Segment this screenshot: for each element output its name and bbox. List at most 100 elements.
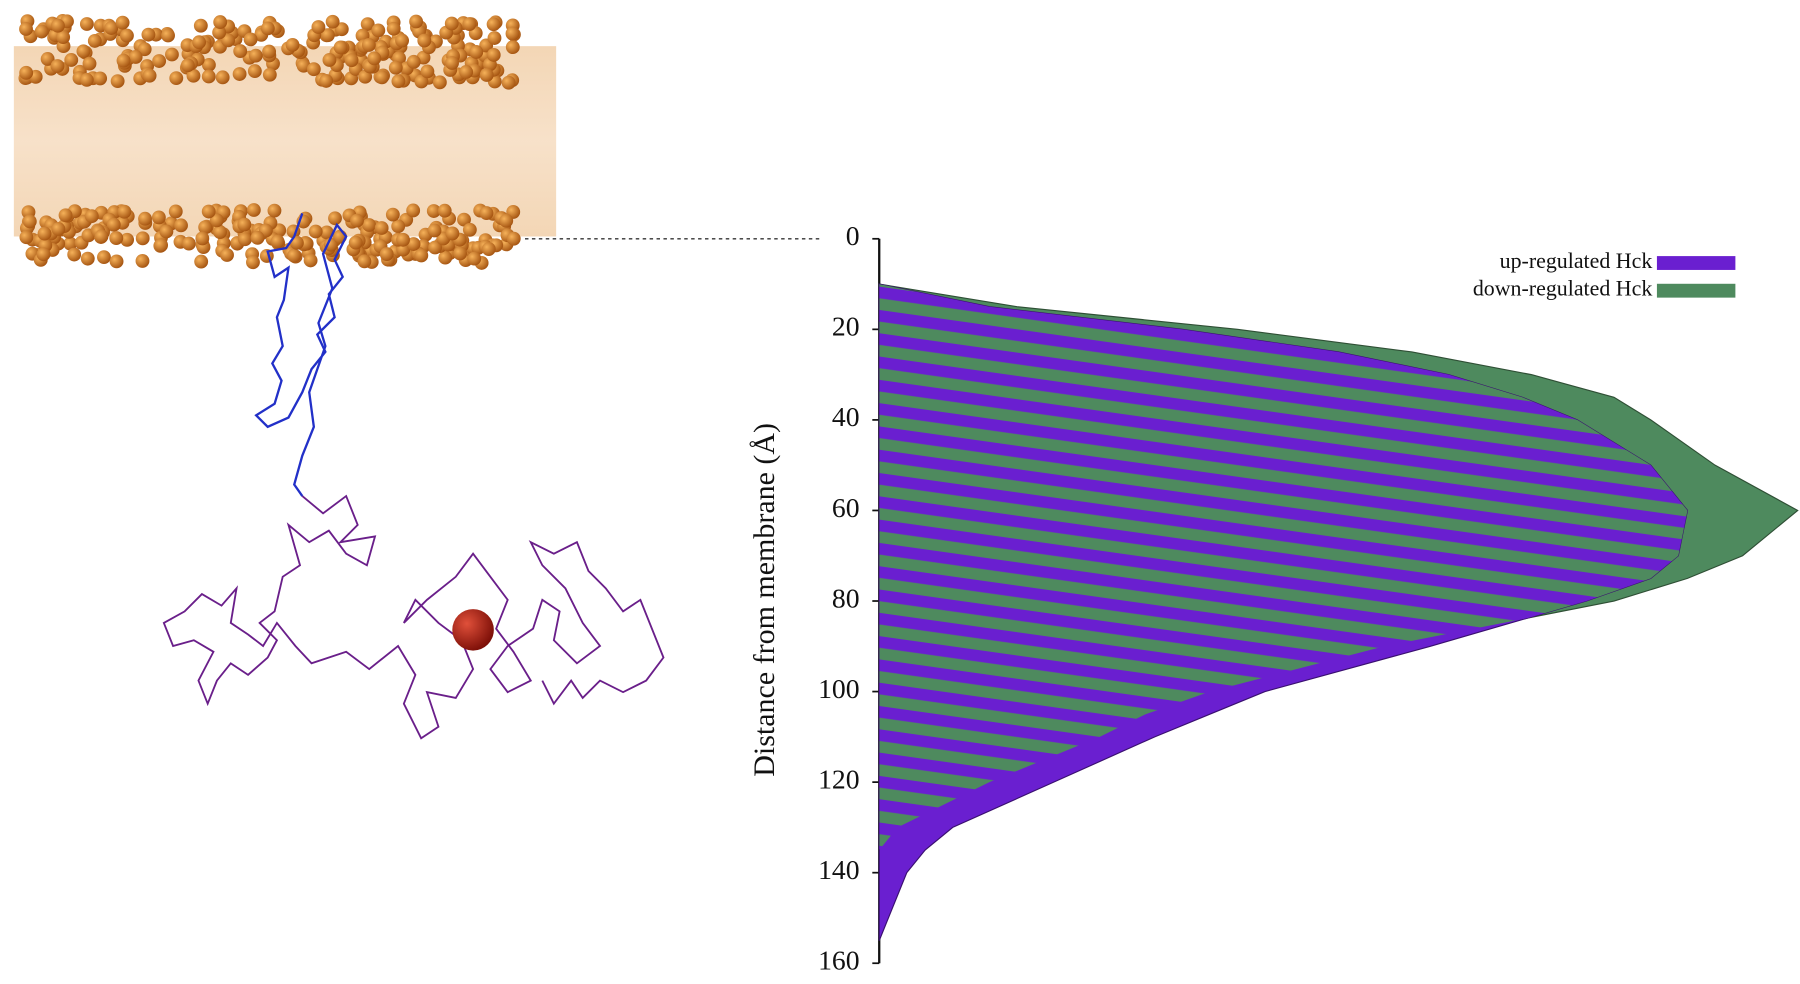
headgroup bbox=[469, 45, 484, 59]
headgroup bbox=[457, 212, 471, 227]
headgroup bbox=[67, 247, 82, 262]
headgroup bbox=[141, 27, 156, 42]
headgroup bbox=[360, 17, 375, 32]
headgroup bbox=[348, 235, 363, 250]
y-tick-label: 60 bbox=[832, 492, 860, 523]
headgroup bbox=[459, 65, 474, 79]
headgroup bbox=[64, 53, 79, 67]
headgroup bbox=[371, 23, 386, 38]
headgroup bbox=[232, 67, 247, 81]
headgroup bbox=[319, 225, 334, 240]
headgroup bbox=[154, 238, 169, 253]
headgroup bbox=[396, 232, 410, 247]
headgroup bbox=[233, 44, 248, 59]
headgroup bbox=[56, 30, 71, 45]
headgroup bbox=[499, 213, 514, 228]
headgroup bbox=[22, 214, 37, 229]
headgroup bbox=[79, 17, 94, 31]
headgroup bbox=[486, 17, 501, 32]
overlap-area bbox=[879, 284, 1688, 941]
legend-swatch bbox=[1656, 283, 1736, 298]
headgroup bbox=[37, 226, 52, 241]
headgroup bbox=[247, 64, 262, 79]
headgroup bbox=[428, 240, 442, 255]
headgroup bbox=[213, 15, 228, 30]
headgroup bbox=[350, 213, 364, 228]
headgroup bbox=[453, 246, 468, 261]
anchor-chain bbox=[254, 213, 348, 497]
legend-label: down-regulated Hck bbox=[1473, 276, 1653, 301]
headgroup bbox=[406, 237, 421, 251]
headgroup bbox=[322, 53, 337, 67]
headgroup bbox=[36, 247, 51, 262]
headgroup bbox=[151, 210, 166, 225]
headgroup bbox=[391, 74, 406, 89]
headgroup bbox=[84, 209, 99, 224]
headgroup bbox=[344, 53, 359, 68]
headgroup bbox=[386, 21, 401, 36]
headgroup bbox=[58, 208, 73, 223]
headgroup bbox=[116, 53, 131, 68]
y-tick-label: 20 bbox=[832, 311, 860, 342]
headgroup bbox=[215, 70, 230, 85]
headgroup bbox=[109, 254, 124, 269]
headgroup bbox=[104, 21, 119, 35]
headgroup bbox=[438, 250, 453, 265]
headgroup bbox=[220, 248, 234, 262]
headgroup bbox=[406, 203, 421, 218]
y-tick-label: 0 bbox=[846, 220, 860, 251]
headgroup bbox=[409, 14, 424, 29]
headgroup bbox=[357, 254, 372, 269]
headgroup bbox=[308, 224, 323, 239]
headgroup bbox=[50, 18, 65, 33]
headgroup bbox=[246, 255, 260, 270]
headgroup bbox=[260, 21, 275, 36]
headgroup bbox=[395, 33, 409, 48]
y-tick-label: 160 bbox=[818, 945, 860, 976]
headgroup bbox=[328, 211, 342, 226]
y-tick-label: 80 bbox=[832, 582, 860, 613]
headgroup bbox=[367, 51, 382, 66]
headgroup bbox=[120, 28, 134, 43]
headgroup bbox=[50, 59, 65, 73]
headgroup bbox=[250, 230, 265, 245]
headgroup bbox=[209, 213, 224, 228]
headgroup bbox=[501, 75, 516, 90]
headgroup bbox=[320, 28, 335, 43]
headgroup bbox=[333, 40, 348, 55]
headgroup bbox=[417, 33, 432, 48]
headgroup bbox=[246, 203, 261, 217]
headgroup bbox=[51, 222, 66, 236]
headgroup bbox=[120, 232, 135, 247]
headgroup bbox=[201, 204, 216, 219]
headgroup bbox=[479, 68, 494, 82]
headgroup bbox=[248, 48, 263, 63]
headgroup bbox=[388, 60, 403, 75]
headgroup bbox=[487, 31, 502, 45]
headgroup bbox=[117, 204, 132, 219]
headgroup bbox=[319, 73, 334, 88]
headgroup bbox=[110, 74, 125, 89]
headgroup bbox=[505, 40, 520, 55]
headgroup bbox=[334, 22, 349, 37]
headgroup bbox=[93, 71, 108, 86]
headgroup bbox=[195, 231, 210, 246]
headgroup bbox=[201, 57, 216, 72]
y-tick-label: 40 bbox=[832, 401, 860, 432]
headgroup bbox=[311, 20, 326, 34]
headgroup bbox=[221, 33, 236, 48]
headgroup bbox=[186, 68, 201, 83]
lipid-headgroups bbox=[18, 13, 521, 270]
headgroup bbox=[212, 25, 227, 40]
headgroup bbox=[486, 47, 501, 62]
headgroup bbox=[267, 203, 282, 218]
headgroup bbox=[201, 69, 216, 84]
headgroup bbox=[243, 32, 258, 47]
headgroup bbox=[198, 220, 213, 235]
headgroup bbox=[19, 230, 34, 245]
headgroup bbox=[505, 26, 520, 41]
headgroup bbox=[306, 62, 321, 77]
headgroup bbox=[40, 52, 55, 66]
headgroup bbox=[180, 58, 195, 73]
molecule-render bbox=[13, 13, 665, 740]
